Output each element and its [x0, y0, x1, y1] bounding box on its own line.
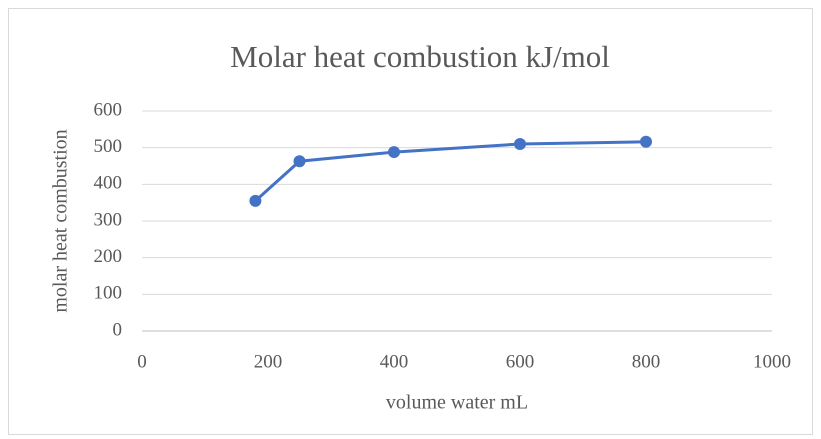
x-tick-label: 400 [380, 351, 409, 372]
data-point [640, 135, 652, 148]
y-axis-label: molar heat combustion [50, 129, 72, 312]
x-tick-label: 600 [506, 351, 535, 372]
x-tick-label: 200 [254, 351, 283, 372]
y-tick-label: 0 [113, 319, 123, 340]
y-tick-label: 300 [94, 209, 123, 230]
y-tick-label: 400 [94, 173, 123, 194]
y-tick-label: 500 [94, 136, 123, 157]
y-tick-label: 100 [94, 283, 123, 304]
y-tick-label: 200 [94, 246, 123, 267]
data-point [514, 138, 526, 150]
x-tick-label: 800 [632, 351, 661, 372]
data-point [388, 146, 400, 159]
chart-title: Molar heat combustion kJ/mol [230, 39, 610, 74]
y-tick-label: 600 [94, 99, 123, 120]
x-axis-label: volume water mL [386, 392, 528, 414]
data-point [249, 194, 262, 207]
data-point [293, 155, 306, 168]
x-tick-label: 0 [137, 351, 147, 372]
x-tick-label: 1000 [753, 351, 791, 372]
